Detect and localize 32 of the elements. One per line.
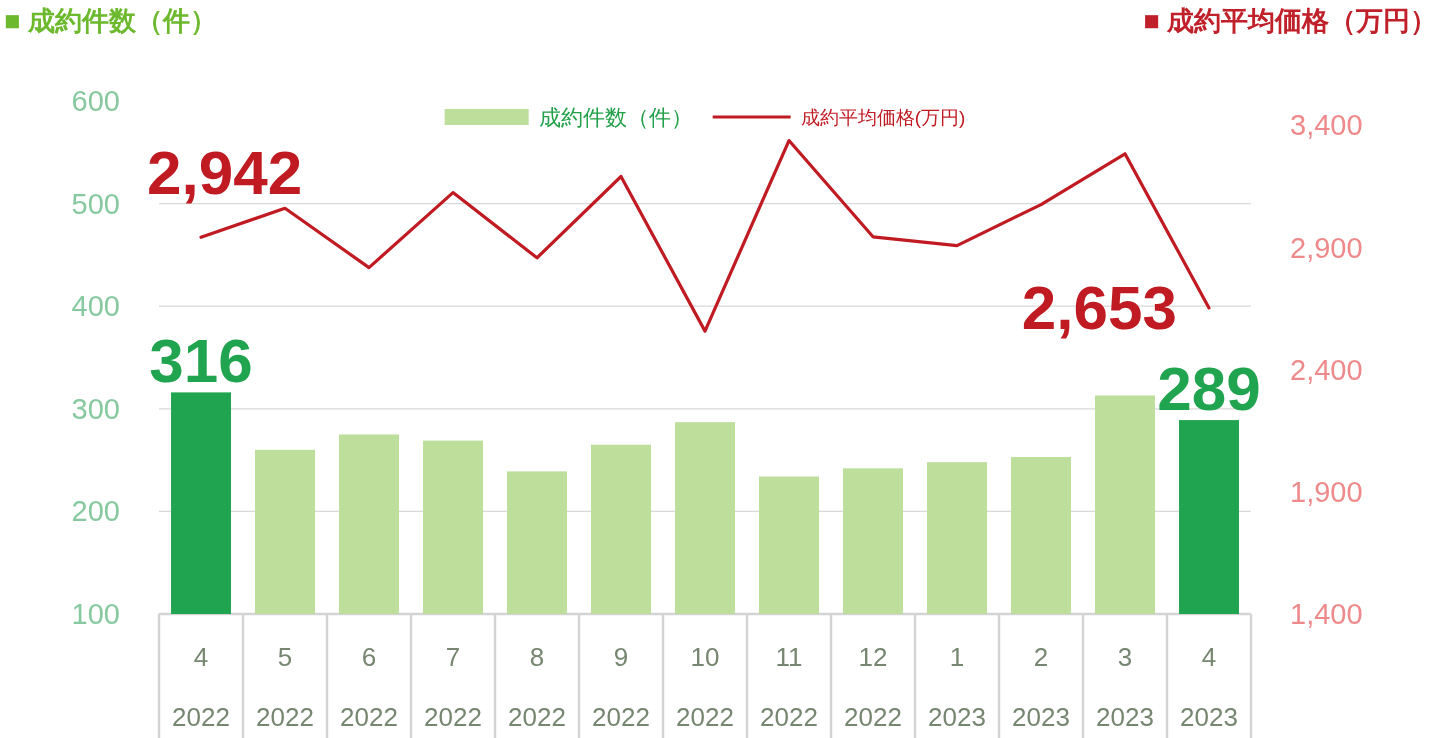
y2-tick-label: 1,400 <box>1290 598 1363 630</box>
x-tick-label: 3 2023 <box>1096 642 1154 732</box>
y2-tick-label: 1,900 <box>1290 475 1363 508</box>
x-tick-label: 5 2022 <box>256 642 314 732</box>
data-label: 289 <box>1157 354 1261 424</box>
x-tick-label: 10 2022 <box>676 642 734 732</box>
x-tick-label: 2 2023 <box>1012 642 1070 732</box>
data-label: 316 <box>149 326 253 396</box>
data-label: 2,653 <box>1021 272 1177 342</box>
y-axis-title: ■ 成約件数（件） <box>4 6 217 36</box>
y2-tick-label: 2,900 <box>1290 231 1363 264</box>
y-tick-label: 200 <box>71 495 120 528</box>
x-tick-label: 7 2022 <box>424 642 482 732</box>
y2-tick-label: 2,400 <box>1290 353 1363 386</box>
x-tick-label: 1 2023 <box>928 642 986 732</box>
y-tick-label: 600 <box>71 85 120 117</box>
y2-axis-title: ■ 成約平均価格（万円） <box>1143 6 1437 36</box>
x-tick-label: 8 2022 <box>508 642 566 732</box>
y-tick-label: 500 <box>71 187 120 220</box>
y-tick-label: 300 <box>71 392 120 425</box>
data-label: 2,942 <box>147 138 303 208</box>
x-tick-label: 12 2022 <box>844 642 902 732</box>
x-tick-label: 11 2022 <box>760 642 818 732</box>
legend-label: 成約件数（件） <box>538 104 693 130</box>
x-tick-label: 9 2022 <box>592 642 650 732</box>
y-tick-label: 400 <box>71 290 120 323</box>
legend-label: 成約平均価格(万円) <box>800 106 966 128</box>
y-tick-label: 100 <box>71 598 120 630</box>
y2-tick-label: 3,400 <box>1290 109 1363 142</box>
x-tick-label: 4 2022 <box>172 642 230 732</box>
x-tick-label: 6 2022 <box>340 642 398 732</box>
x-tick-label: 4 2023 <box>1180 642 1238 732</box>
